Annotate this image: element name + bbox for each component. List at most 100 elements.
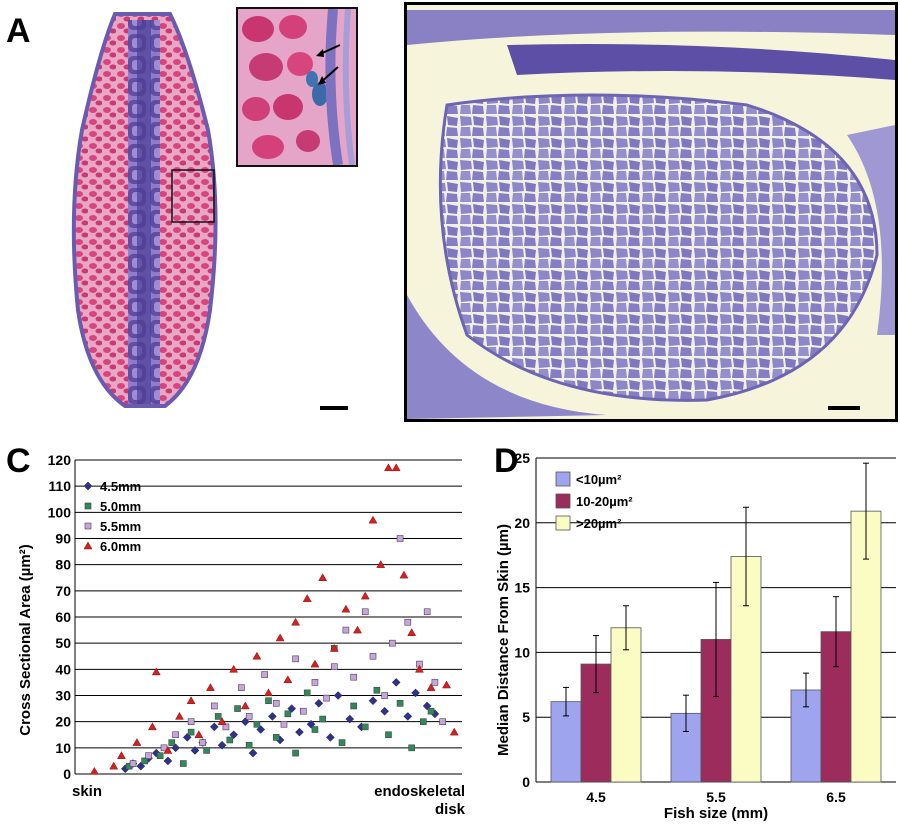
scatter-point-6.0mm [147,722,157,731]
bar-y-ticks: 0 5 10 15 20 25 [514,450,530,790]
scatter-point-6.0mm [302,594,312,602]
scatter-y-tick-label: 60 [55,609,71,625]
scatter-point-5.0mm [311,726,319,733]
scatter-point-4.5mm [391,678,401,687]
scatter-point-5.0mm [319,715,326,723]
scatter-point-4.5mm [403,712,413,721]
scatter-point-6.0mm [151,667,161,676]
panel-label-c: C [6,442,31,480]
scatter-point-5.0mm [226,736,234,744]
scatter-point-5.0mm [284,710,292,718]
scatter-point-6.0mm [283,675,293,684]
scatter-point-5.5mm [311,679,319,686]
scale-bar-a [320,406,348,410]
scatter-point-5.0mm [361,723,369,731]
scale-bar-b [828,406,860,410]
scatter-point-5.0mm [408,744,415,752]
inset-box [171,169,215,223]
scatter-point-6.0mm [360,591,370,600]
scatter-point-6.0mm [341,604,351,613]
scatter-point-5.0mm [385,731,392,739]
scatter-point-5.5mm [342,626,350,634]
bar-y-tick-label: 0 [522,774,530,790]
scatter-point-5.5mm [129,760,137,767]
scatter-point-6.0mm [229,664,239,673]
scatter-point-5.0mm [427,707,435,715]
scatter-point-5.0mm [187,728,195,736]
scatter-y-tick-label: 0 [63,766,71,782]
scatter-point-6.0mm [384,463,393,472]
scatter-legend: 4.5mm 5.0mm 5.5mm 6.0mm [83,479,141,554]
scatter-point-4.5mm [326,733,335,742]
scatter-point-6.0mm [414,664,424,673]
scatter-point-6.0mm [291,617,301,626]
scatter-point-4.5mm [268,712,277,721]
legend-marker-4.5mm [83,481,93,491]
scatter-point-5.5mm [211,702,218,710]
scatter-y-tick-label: 70 [55,583,71,599]
scatter-point-6.0mm [175,711,184,720]
legend-label-5.5mm: 5.5mm [100,519,141,534]
bar-chart: 0 5 10 15 20 25 4.5 5.5 6.5 <10µm² 10-20µm² >20µm… [495,450,896,822]
scatter-y-tick-label: 80 [55,557,71,573]
legend-label-<10µm²: <10µm² [576,472,622,487]
scatter-points [89,463,459,775]
scatter-point-5.0mm [214,713,222,720]
scatter-x-label-skin: skin [72,783,102,800]
micrograph-a [71,12,218,408]
legend-label-5.0mm: 5.0mm [100,499,141,514]
scatter-point-6.0mm [252,651,262,660]
bar-x-tick-label: 5.5 [706,789,726,805]
scatter-chart: 0 10 20 30 40 50 60 70 80 90 100 110 120 4.5mm 5.0mm 5… [17,452,466,818]
scatter-y-tick-label: 110 [48,478,71,494]
scatter-point-5.5mm [323,694,330,702]
scatter-point-5.5mm [330,663,338,671]
scatter-point-5.0mm [350,702,357,710]
scatter-point-5.0mm [396,700,404,707]
scatter-point-6.0mm [442,680,451,689]
scatter-point-4.5mm [345,714,355,724]
legend-label-4.5mm: 4.5mm [100,479,141,494]
bar-y-tick-label: 15 [514,580,530,596]
legend-label-10-20µm²: 10-20µm² [576,494,633,509]
bar-x-tick-label: 6.5 [826,789,846,805]
scatter-y-tick-label: 50 [55,635,71,651]
scatter-point-6.0mm [186,696,196,704]
scatter-point-6.0mm [240,701,250,710]
scatter-point-6.0mm [391,463,401,472]
bar-y-tick-label: 25 [514,450,530,466]
scatter-point-5.5mm [439,718,446,725]
micrograph-a-inset [236,7,358,167]
scatter-point-6.0mm [117,751,126,759]
scatter-point-6.0mm [217,717,227,725]
scatter-point-4.5mm [380,706,389,716]
scatter-point-5.5mm [350,673,357,681]
scatter-point-4.5mm [248,748,258,758]
legend-marker-6.0mm [83,541,93,550]
bar->20µm²-4.5 [610,627,642,783]
scatter-point-6.0mm [407,628,417,636]
bar-y-tick-label: 10 [514,644,530,660]
scatter-point-4.5mm [295,727,304,737]
scatter-point-5.5mm [300,707,307,715]
scatter-y-ticks: 0 10 20 30 40 50 60 70 80 90 100 110 120 [48,452,72,782]
scatter-point-6.0mm [318,573,328,581]
scatter-point-6.0mm [163,745,173,754]
scatter-point-6.0mm [376,560,386,568]
scatter-point-5.0mm [245,741,253,749]
scatter-point-4.5mm [368,696,378,706]
scatter-point-5.5mm [145,752,152,759]
scatter-point-5.5mm [199,739,207,746]
scatter-x-label-disk: disk [435,801,466,818]
bar-y-tick-label: 20 [514,515,530,531]
scatter-point-5.0mm [265,697,272,705]
scatter-point-6.0mm [194,730,204,738]
scatter-point-5.5mm [369,652,377,660]
scatter-point-6.0mm [329,643,339,652]
scatter-point-5.0mm [234,705,241,712]
scatter-point-5.5mm [280,720,288,728]
scatter-point-4.5mm [314,698,324,708]
scatter-y-tick-label: 10 [55,740,71,756]
scatter-point-6.0mm [109,761,119,770]
scatter-point-4.5mm [217,740,227,750]
